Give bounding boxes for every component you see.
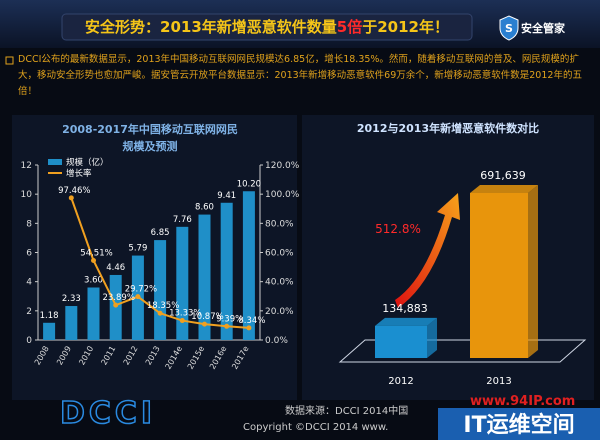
bar bbox=[43, 322, 56, 340]
line-point bbox=[135, 294, 141, 300]
footer-copyright: Copyright ©DCCI 2014 www. bbox=[243, 422, 388, 433]
chart-title: 2012与2013年新增恶意软件数对比 bbox=[357, 121, 539, 135]
footer-logo: DCCI bbox=[60, 396, 156, 431]
bullet bbox=[5, 56, 14, 65]
y2-tick-label: 20.0% bbox=[265, 307, 294, 317]
x-tick-label: 2013 bbox=[486, 376, 511, 387]
y-tick-label: 4 bbox=[26, 278, 32, 288]
title-box bbox=[61, 13, 473, 41]
chart-title: 2008-2017年中国移动互联网网民 bbox=[62, 122, 238, 136]
line-label: 54.51% bbox=[80, 249, 112, 259]
bar bbox=[375, 325, 427, 358]
y-tick-label: 2 bbox=[26, 307, 32, 317]
y-tick-label: 10 bbox=[21, 190, 33, 200]
logo-text: 安全管家 bbox=[521, 21, 566, 35]
line-point bbox=[113, 302, 119, 308]
line-point bbox=[157, 310, 163, 316]
y2-tick-label: 100.0% bbox=[265, 190, 300, 200]
bar bbox=[242, 191, 255, 340]
line-point bbox=[91, 258, 96, 264]
title-part: 5倍 bbox=[337, 18, 362, 36]
bar-label: 3.60 bbox=[84, 276, 103, 286]
bar bbox=[87, 287, 100, 340]
title-part: 安全形势： bbox=[85, 18, 160, 36]
growth-arrow bbox=[395, 193, 460, 308]
y-tick-label: 0 bbox=[26, 336, 32, 346]
logo-icon: S bbox=[505, 22, 513, 35]
chart-title: 规模及预测 bbox=[123, 139, 178, 153]
legend-swatch bbox=[48, 159, 62, 165]
line-label: 23.89% bbox=[102, 293, 134, 303]
line-label: 10.87% bbox=[191, 312, 223, 322]
bar-top bbox=[470, 185, 538, 193]
bar bbox=[470, 193, 528, 358]
bar-label: 10.20 bbox=[237, 179, 261, 189]
line-label: 18.35% bbox=[147, 301, 179, 311]
line-label: 97.46% bbox=[58, 186, 90, 196]
watermark-name: IT运维空间 bbox=[463, 412, 574, 438]
line-point bbox=[224, 323, 230, 329]
y-tick-label: 6 bbox=[26, 249, 32, 259]
y2-tick-label: 80.0% bbox=[265, 219, 294, 229]
title-part: 于2012年！ bbox=[362, 18, 449, 36]
y2-tick-label: 120.0% bbox=[265, 161, 300, 171]
legend-label: 增长率 bbox=[66, 168, 92, 179]
line-label: 9.39% bbox=[216, 314, 243, 324]
bar-label: 5.79 bbox=[128, 244, 147, 254]
logo-shield bbox=[499, 15, 519, 41]
legend-label: 规模（亿） bbox=[66, 157, 109, 168]
bar-side bbox=[427, 317, 437, 358]
title-part: 2013年新增恶意软件数量 bbox=[160, 18, 337, 36]
line-point bbox=[202, 321, 207, 327]
bar-label: 2.33 bbox=[62, 294, 81, 304]
y2-tick-label: 0.0% bbox=[265, 336, 288, 346]
line-label: 29.72% bbox=[125, 285, 157, 295]
bar-label: 691,639 bbox=[480, 169, 526, 182]
bar bbox=[220, 202, 233, 340]
line-label: 8.34% bbox=[238, 316, 265, 326]
header-title: 安全形势：2013年新增恶意软件数量5倍于2012年！ bbox=[85, 18, 449, 36]
bar bbox=[65, 306, 78, 340]
bar-label: 9.41 bbox=[217, 191, 236, 201]
bar-label: 134,883 bbox=[382, 302, 428, 315]
y2-tick-label: 60.0% bbox=[265, 249, 294, 259]
footer-source: 数据来源：DCCI 2014中国 bbox=[285, 404, 408, 417]
bar-label: 7.76 bbox=[173, 215, 192, 225]
y-tick-label: 8 bbox=[26, 219, 32, 229]
bar bbox=[198, 214, 211, 340]
bar bbox=[176, 226, 189, 340]
floor bbox=[338, 339, 587, 363]
line-point bbox=[179, 318, 185, 324]
annotation: 512.8% bbox=[375, 222, 421, 236]
intro-text: DCCI公布的最新数据显示，2013年中国移动互联网网民规模达6.85亿，增长1… bbox=[18, 54, 582, 97]
watermark-box bbox=[438, 408, 600, 440]
line-point bbox=[68, 195, 74, 201]
bar-top bbox=[375, 317, 437, 326]
y-tick-label: 12 bbox=[21, 161, 32, 171]
x-tick-label: 2012 bbox=[388, 376, 413, 387]
bar-label: 8.60 bbox=[195, 203, 214, 213]
y2-tick-label: 40.0% bbox=[265, 278, 294, 288]
line-label: 13.33% bbox=[169, 309, 201, 319]
bar-label: 4.46 bbox=[106, 263, 125, 273]
bar-label: 6.85 bbox=[151, 228, 170, 238]
bar-side bbox=[528, 185, 538, 358]
line-point bbox=[246, 325, 252, 331]
watermark-url: www.94IP.com bbox=[470, 394, 575, 409]
bar-label: 1.18 bbox=[40, 311, 59, 321]
